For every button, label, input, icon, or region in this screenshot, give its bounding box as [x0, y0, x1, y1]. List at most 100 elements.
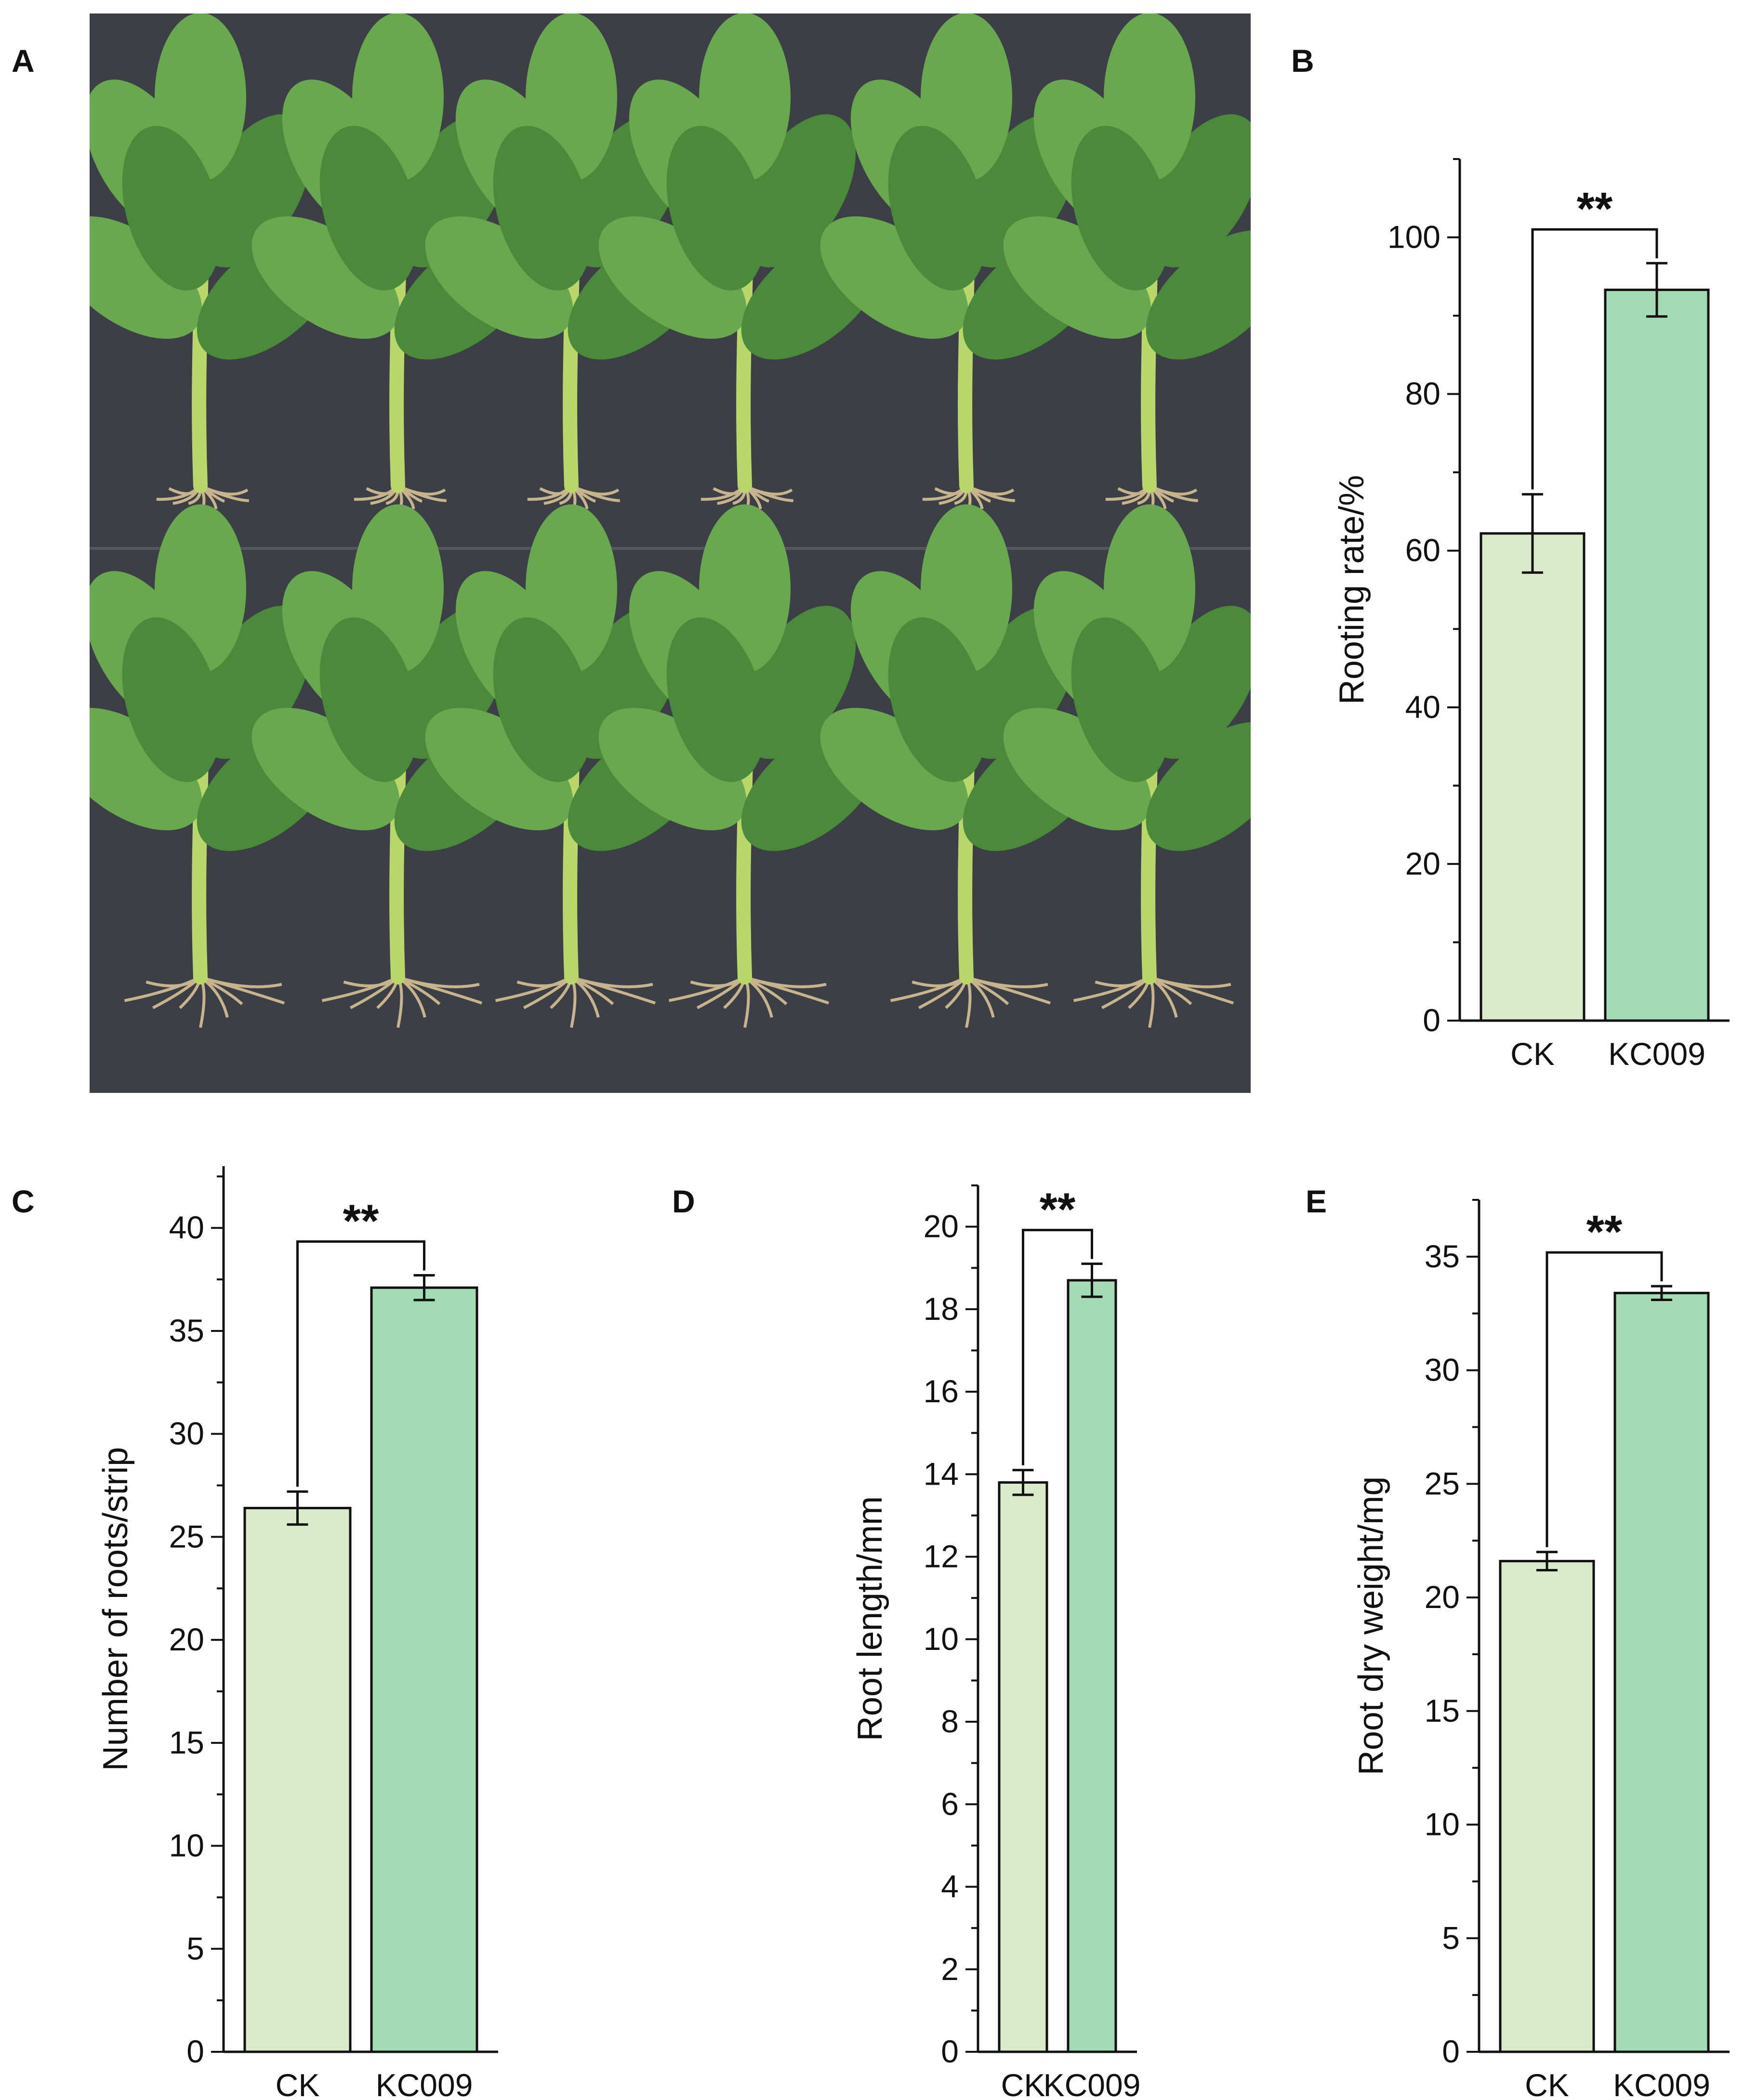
plant-cuttings-photo	[90, 13, 1251, 1093]
bar-ck	[1499, 1560, 1595, 2053]
leaf	[666, 126, 766, 291]
leaf	[888, 617, 987, 782]
leaf	[425, 707, 573, 831]
panel-label-d: D	[672, 1183, 695, 1219]
leaf	[319, 126, 419, 291]
bar-kc009	[370, 1286, 478, 2053]
y-tick-label: 100	[1387, 219, 1440, 255]
y-tick-label: 25	[1425, 1465, 1460, 1501]
root-strand	[890, 976, 967, 1002]
y-tick-label: 16	[924, 1373, 959, 1409]
y-tick-label: 5	[186, 1930, 204, 1966]
y-tick-label: 8	[941, 1703, 959, 1739]
significance-marker: **	[343, 1196, 379, 1247]
leaf	[251, 707, 400, 831]
leaf	[493, 617, 592, 782]
y-tick-label: 40	[1405, 689, 1440, 725]
plant-cutting-2	[251, 13, 537, 516]
significance-marker: **	[1586, 1206, 1623, 1258]
y-axis-title: Number of roots/strip	[96, 1447, 135, 1771]
y-tick-label: 0	[1423, 1002, 1440, 1038]
leaf	[598, 216, 747, 339]
plant-cutting-6	[1003, 13, 1251, 516]
chart-root-dry-weight: 0 5 10 15 20 25 30 35 Root dry weight/mg CK KC009 *…	[1352, 1199, 1730, 2100]
leaf	[598, 707, 747, 831]
y-tick-label: 2	[941, 1951, 959, 1987]
root-strand	[321, 976, 399, 1002]
y-tick-label: 15	[169, 1725, 204, 1760]
leaf	[1071, 126, 1170, 291]
root-strand	[495, 976, 572, 1002]
y-tick-label: 20	[924, 1209, 959, 1244]
bar-kc009	[1604, 288, 1710, 1022]
x-tick-label: KC009	[1608, 1036, 1705, 1072]
y-tick-label: 14	[924, 1456, 959, 1491]
root-strand	[200, 976, 282, 988]
panel-label-b: B	[1291, 43, 1314, 79]
plant-row-bottom	[90, 504, 1251, 1028]
y-tick-label: 25	[169, 1518, 204, 1554]
y-tick-label: 12	[924, 1539, 959, 1574]
plant-row-top	[90, 13, 1251, 516]
leaf	[888, 126, 987, 291]
bar-kc009	[1067, 1279, 1117, 2053]
leaf	[90, 707, 202, 831]
bar-ck	[1480, 532, 1585, 1022]
bar-ck	[998, 1481, 1048, 2053]
x-tick-label: CK	[1525, 2067, 1569, 2100]
bar-kc009	[1613, 1291, 1710, 2053]
leaf	[251, 216, 400, 339]
y-tick-label: 60	[1405, 532, 1440, 568]
root-strand	[744, 976, 827, 988]
root-strand	[124, 976, 201, 1002]
y-tick-label: 80	[1405, 376, 1440, 412]
significance-bracket	[296, 1240, 425, 1487]
y-tick-label: 35	[169, 1313, 204, 1348]
y-tick-label: 5	[1442, 1920, 1460, 1955]
x-tick-label: KC009	[1613, 2067, 1710, 2100]
y-tick-label: 6	[941, 1786, 959, 1821]
leaf	[1146, 722, 1251, 851]
y-tick-label: 0	[186, 2034, 204, 2069]
y-axis-title: Rooting rate/%	[1333, 475, 1371, 704]
leaf	[1003, 707, 1151, 831]
leaf	[820, 707, 968, 831]
root-strand	[397, 976, 480, 988]
x-tick-label: CK	[1510, 1036, 1555, 1072]
significance-marker: **	[1040, 1184, 1076, 1236]
leaf	[1146, 230, 1251, 359]
panel-label-e: E	[1306, 1183, 1327, 1219]
x-tick-label: CK	[276, 2067, 320, 2100]
leaf	[1003, 216, 1151, 339]
panel-label-c: C	[12, 1183, 35, 1219]
x-tick-label: KC009	[376, 2067, 473, 2100]
y-tick-label: 30	[1425, 1352, 1460, 1388]
y-tick-label: 40	[169, 1209, 204, 1245]
panel-label-a: A	[12, 43, 35, 79]
chart-rooting-rate: 0 20 40 60 80 100 Rooting rate/% CK KC009 **	[1333, 158, 1730, 1072]
leaf	[319, 617, 419, 782]
root-strand	[668, 976, 746, 1002]
leaf	[493, 126, 592, 291]
y-tick-label: 10	[1425, 1807, 1460, 1842]
y-tick-label: 35	[1425, 1238, 1460, 1274]
root-strand	[1073, 976, 1150, 1002]
y-tick-label: 18	[924, 1291, 959, 1327]
leaf	[122, 126, 221, 291]
plant-cutting-12	[1003, 504, 1251, 1028]
y-tick-label: 0	[1442, 2034, 1460, 2069]
y-tick-label: 20	[1425, 1579, 1460, 1615]
chart-number-of-roots: 0 5 10 15 20 25 30 35 40 Number of roots/strip CK K…	[96, 1166, 498, 2100]
significance-bracket	[1022, 1229, 1093, 1465]
bar-ck	[243, 1507, 352, 2053]
y-axis-title: Root dry weight/mg	[1352, 1476, 1390, 1775]
leaf	[90, 216, 202, 339]
leaf	[1071, 617, 1170, 782]
significance-marker: **	[1577, 183, 1613, 235]
plant-cutting-8	[251, 504, 537, 1028]
y-tick-label: 4	[941, 1869, 959, 1904]
significance-bracket	[1546, 1251, 1663, 1547]
root-strand	[1149, 976, 1231, 988]
plant-cutting-1	[90, 13, 339, 516]
